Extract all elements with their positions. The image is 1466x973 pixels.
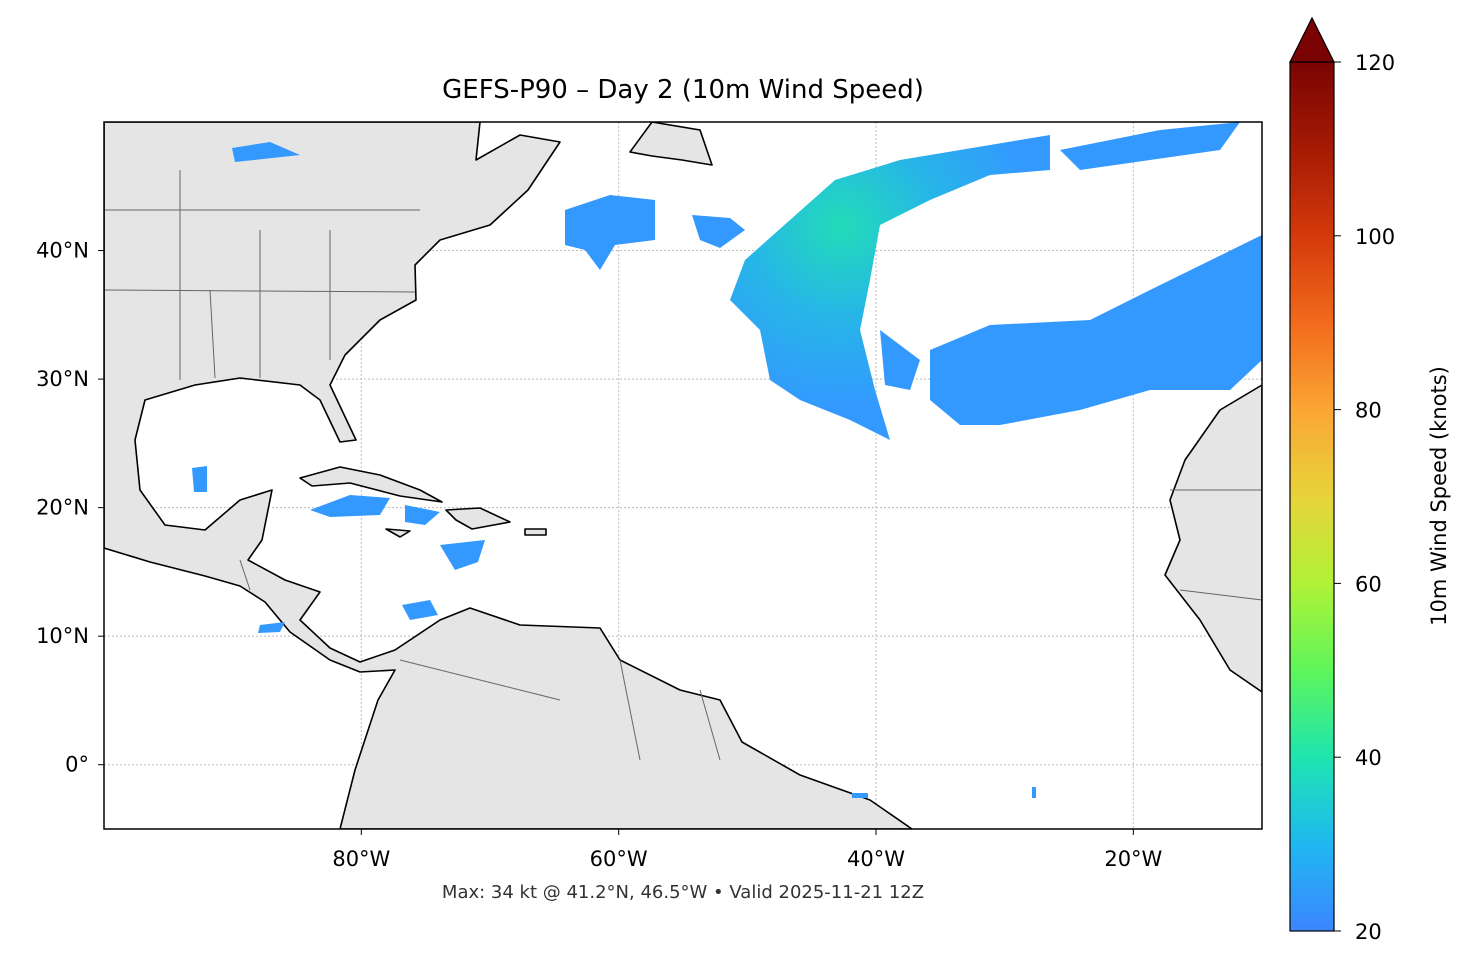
colorbar-tick-label: 100 [1355, 225, 1395, 249]
map-title: GEFS-P90 – Day 2 (10m Wind Speed) [442, 75, 924, 105]
colorbar-tick-label: 80 [1355, 399, 1382, 423]
borders [104, 170, 1262, 761]
hispaniola [445, 507, 511, 530]
colorbar-label: 10m Wind Speed (knots) [1427, 366, 1451, 626]
lat-tick-label: 20°N [36, 496, 89, 520]
cuba [299, 466, 443, 503]
colorbar-scale [1289, 61, 1335, 932]
africa [1164, 384, 1262, 693]
lat-tick-label: 30°N [36, 367, 89, 391]
map-area [104, 122, 1262, 829]
americas [104, 122, 913, 829]
colorbar-tick-label: 20 [1355, 920, 1382, 944]
puerto-rico [524, 528, 547, 536]
footer: Max: 34 kt @ 41.2°N, 46.5°W • Valid 2025… [442, 882, 924, 903]
storm-area [730, 135, 1050, 440]
lon-tick-label: 40°W [847, 847, 905, 871]
axes: 80°W 60°W 40°W 20°W 0° 10°N 20°N 30°N 40°N [36, 239, 1162, 871]
colorbar-tick-label: 40 [1355, 746, 1382, 770]
lat-tick-label: 40°N [36, 239, 89, 263]
lon-tick-label: 60°W [590, 847, 648, 871]
newfoundland [629, 122, 713, 166]
lon-tick-label: 20°W [1104, 847, 1162, 871]
wind-area [692, 122, 1240, 248]
lat-tick-label: 10°N [36, 624, 89, 648]
wind-area [880, 235, 1262, 425]
colorbar: 20 40 60 80 100 120 [1289, 16, 1395, 944]
colorbar-tick-label: 120 [1355, 51, 1395, 75]
wind-area [565, 195, 655, 270]
colorbar-tick-label: 60 [1355, 572, 1382, 596]
map-frame [103, 121, 1263, 830]
colorbar-extend [1289, 16, 1335, 63]
jamaica [385, 528, 411, 538]
lat-tick-label: 0° [65, 753, 89, 777]
lon-tick-label: 80°W [332, 847, 390, 871]
